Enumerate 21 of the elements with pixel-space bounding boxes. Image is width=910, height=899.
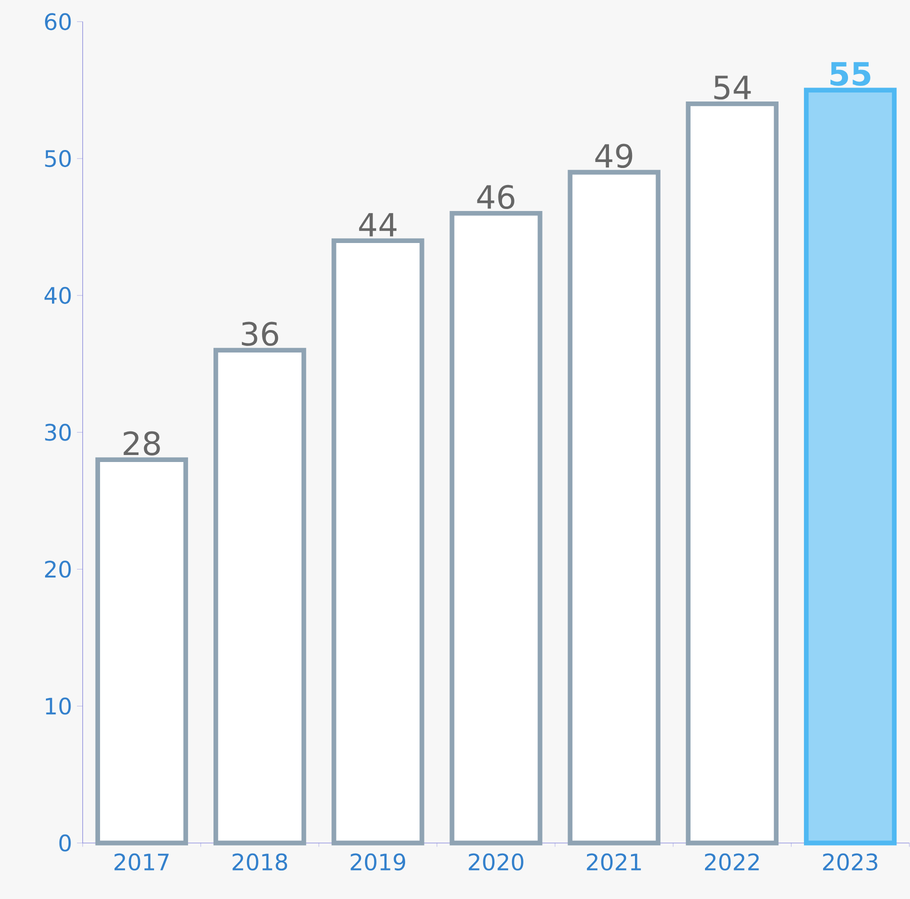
data-label: 55 <box>830 62 870 86</box>
x-tick-label: 2019 <box>350 853 406 871</box>
data-label: 54 <box>714 76 751 100</box>
x-tick-label: 2023 <box>823 853 878 871</box>
x-tick-label: 2018 <box>232 853 288 871</box>
data-label: 49 <box>595 144 632 168</box>
y-tick-label: 0 <box>59 834 71 852</box>
x-tick-label: 2022 <box>705 853 759 871</box>
y-tick-label: 50 <box>45 150 71 168</box>
x-tick-label: 2020 <box>468 853 524 871</box>
y-tick-label: 30 <box>45 424 71 441</box>
x-tick-label: 2017 <box>114 853 169 871</box>
x-tick-label: 2021 <box>586 853 641 871</box>
y-tick-label: 20 <box>45 560 71 578</box>
data-label: 36 <box>242 322 278 346</box>
y-tick-label: 10 <box>46 698 71 715</box>
y-tick-label: 60 <box>45 13 71 30</box>
data-label: 28 <box>124 431 160 456</box>
data-label: 46 <box>477 184 514 210</box>
data-label: 44 <box>359 213 396 236</box>
y-tick-label: 40 <box>44 286 71 304</box>
